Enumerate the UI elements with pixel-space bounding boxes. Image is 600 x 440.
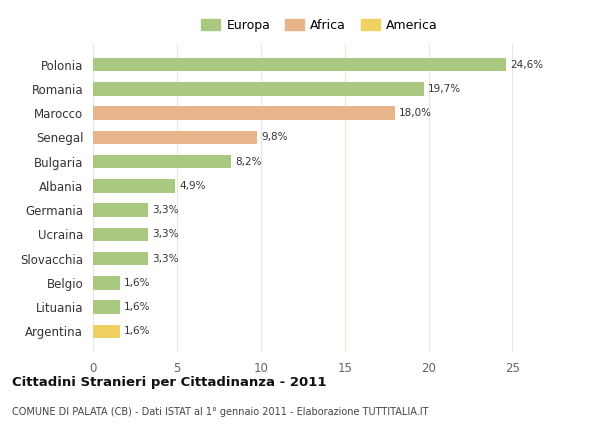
- Text: 19,7%: 19,7%: [428, 84, 461, 94]
- Bar: [93, 325, 120, 338]
- Bar: [93, 131, 257, 144]
- Text: 1,6%: 1,6%: [124, 326, 151, 336]
- Text: 3,3%: 3,3%: [152, 253, 179, 264]
- Bar: [93, 276, 120, 290]
- Bar: [93, 82, 424, 95]
- Bar: [93, 203, 148, 217]
- Bar: [93, 252, 148, 265]
- Bar: [93, 227, 148, 241]
- Bar: [93, 58, 506, 71]
- Text: 9,8%: 9,8%: [262, 132, 288, 143]
- Text: 3,3%: 3,3%: [152, 205, 179, 215]
- Text: 4,9%: 4,9%: [179, 181, 206, 191]
- Text: COMUNE DI PALATA (CB) - Dati ISTAT al 1° gennaio 2011 - Elaborazione TUTTITALIA.: COMUNE DI PALATA (CB) - Dati ISTAT al 1°…: [12, 407, 428, 417]
- Text: 1,6%: 1,6%: [124, 302, 151, 312]
- Text: 8,2%: 8,2%: [235, 157, 261, 167]
- Bar: [93, 179, 175, 193]
- Bar: [93, 106, 395, 120]
- Text: 24,6%: 24,6%: [510, 60, 543, 70]
- Text: 1,6%: 1,6%: [124, 278, 151, 288]
- Bar: [93, 155, 230, 169]
- Text: 3,3%: 3,3%: [152, 229, 179, 239]
- Text: Cittadini Stranieri per Cittadinanza - 2011: Cittadini Stranieri per Cittadinanza - 2…: [12, 376, 326, 389]
- Bar: [93, 301, 120, 314]
- Legend: Europa, Africa, America: Europa, Africa, America: [199, 16, 440, 34]
- Text: 18,0%: 18,0%: [399, 108, 432, 118]
